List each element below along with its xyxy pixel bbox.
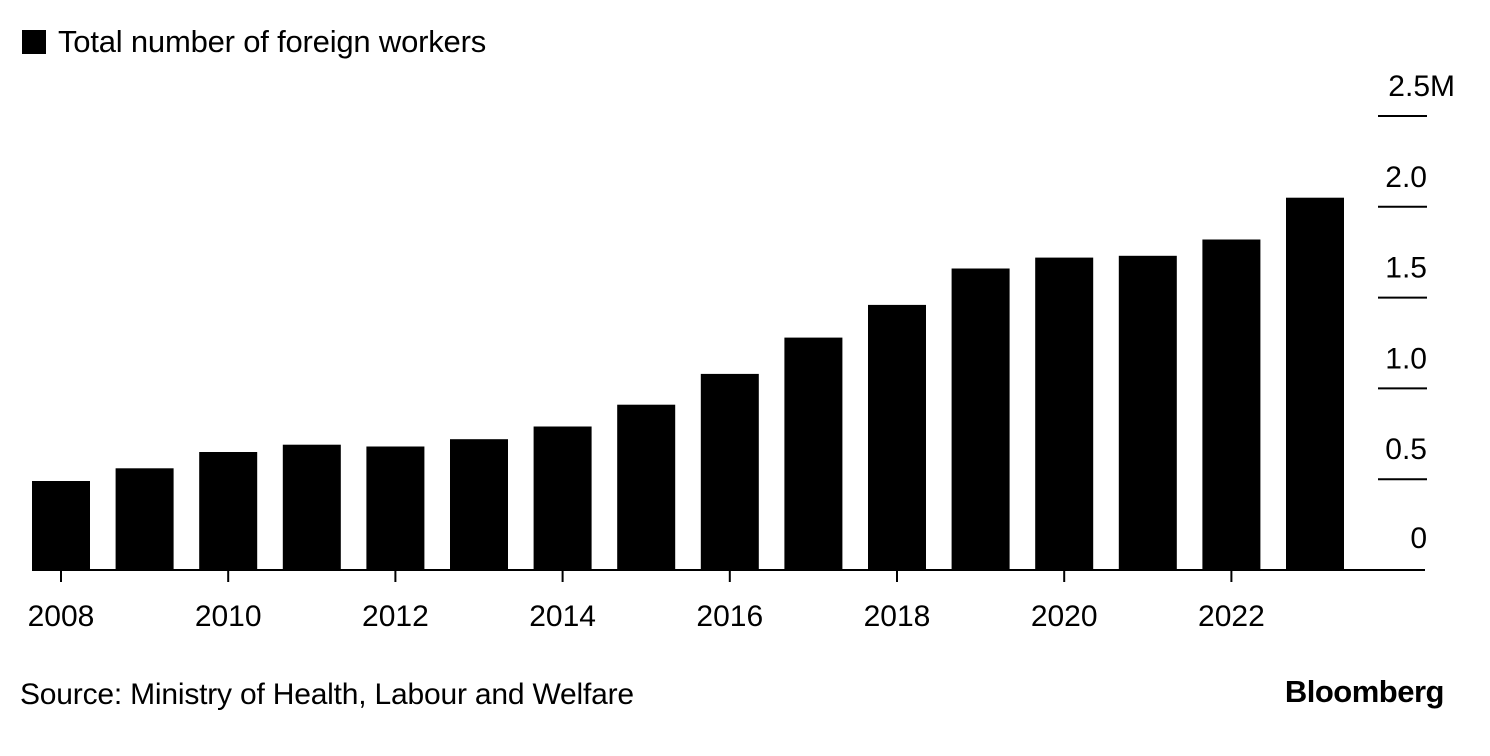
brand-logo: Bloomberg — [1284, 674, 1445, 709]
y-tick-label-2.5M: 2.5M — [1388, 70, 1455, 103]
legend-label: Total number of foreign workers — [58, 24, 486, 59]
x-tick-label-2014: 2014 — [529, 600, 596, 633]
bar-2022 — [1202, 239, 1261, 570]
source-note: Source: Ministry of Health, Labour and W… — [20, 678, 634, 711]
y-tick-label-0.5: 0.5 — [1385, 433, 1427, 466]
bar-2010 — [199, 452, 258, 570]
y-tick-label-1.0: 1.0 — [1385, 342, 1427, 375]
y-tick-label-1.5: 1.5 — [1385, 252, 1427, 285]
legend-swatch — [22, 30, 46, 54]
x-tick-label-2022: 2022 — [1198, 600, 1265, 633]
bar-2009 — [115, 468, 174, 570]
bar-2014 — [533, 426, 592, 570]
bar-2016 — [700, 373, 759, 570]
bar-2021 — [1118, 255, 1177, 571]
y-tick-label-0: 0 — [1410, 522, 1427, 555]
bar-2018 — [868, 304, 926, 570]
bar-2019 — [951, 268, 1010, 570]
bar-2008 — [32, 481, 90, 570]
bar-2020 — [1035, 257, 1094, 570]
x-tick-label-2018: 2018 — [864, 600, 931, 633]
bar-2012 — [366, 446, 425, 570]
y-tick-label-2.0: 2.0 — [1385, 161, 1427, 194]
bar-2023 — [1286, 197, 1344, 570]
x-tick-label-2012: 2012 — [362, 600, 429, 633]
x-tick-label-2010: 2010 — [195, 600, 262, 633]
bar-2013 — [450, 439, 508, 570]
bar-2017 — [784, 337, 843, 570]
chart-legend: Total number of foreign workers — [22, 24, 486, 60]
bar-2011 — [282, 444, 341, 570]
x-tick-label-2008: 2008 — [28, 600, 95, 633]
bar-2015 — [617, 404, 676, 570]
x-tick-label-2016: 2016 — [696, 600, 763, 633]
x-tick-label-2020: 2020 — [1031, 600, 1098, 633]
